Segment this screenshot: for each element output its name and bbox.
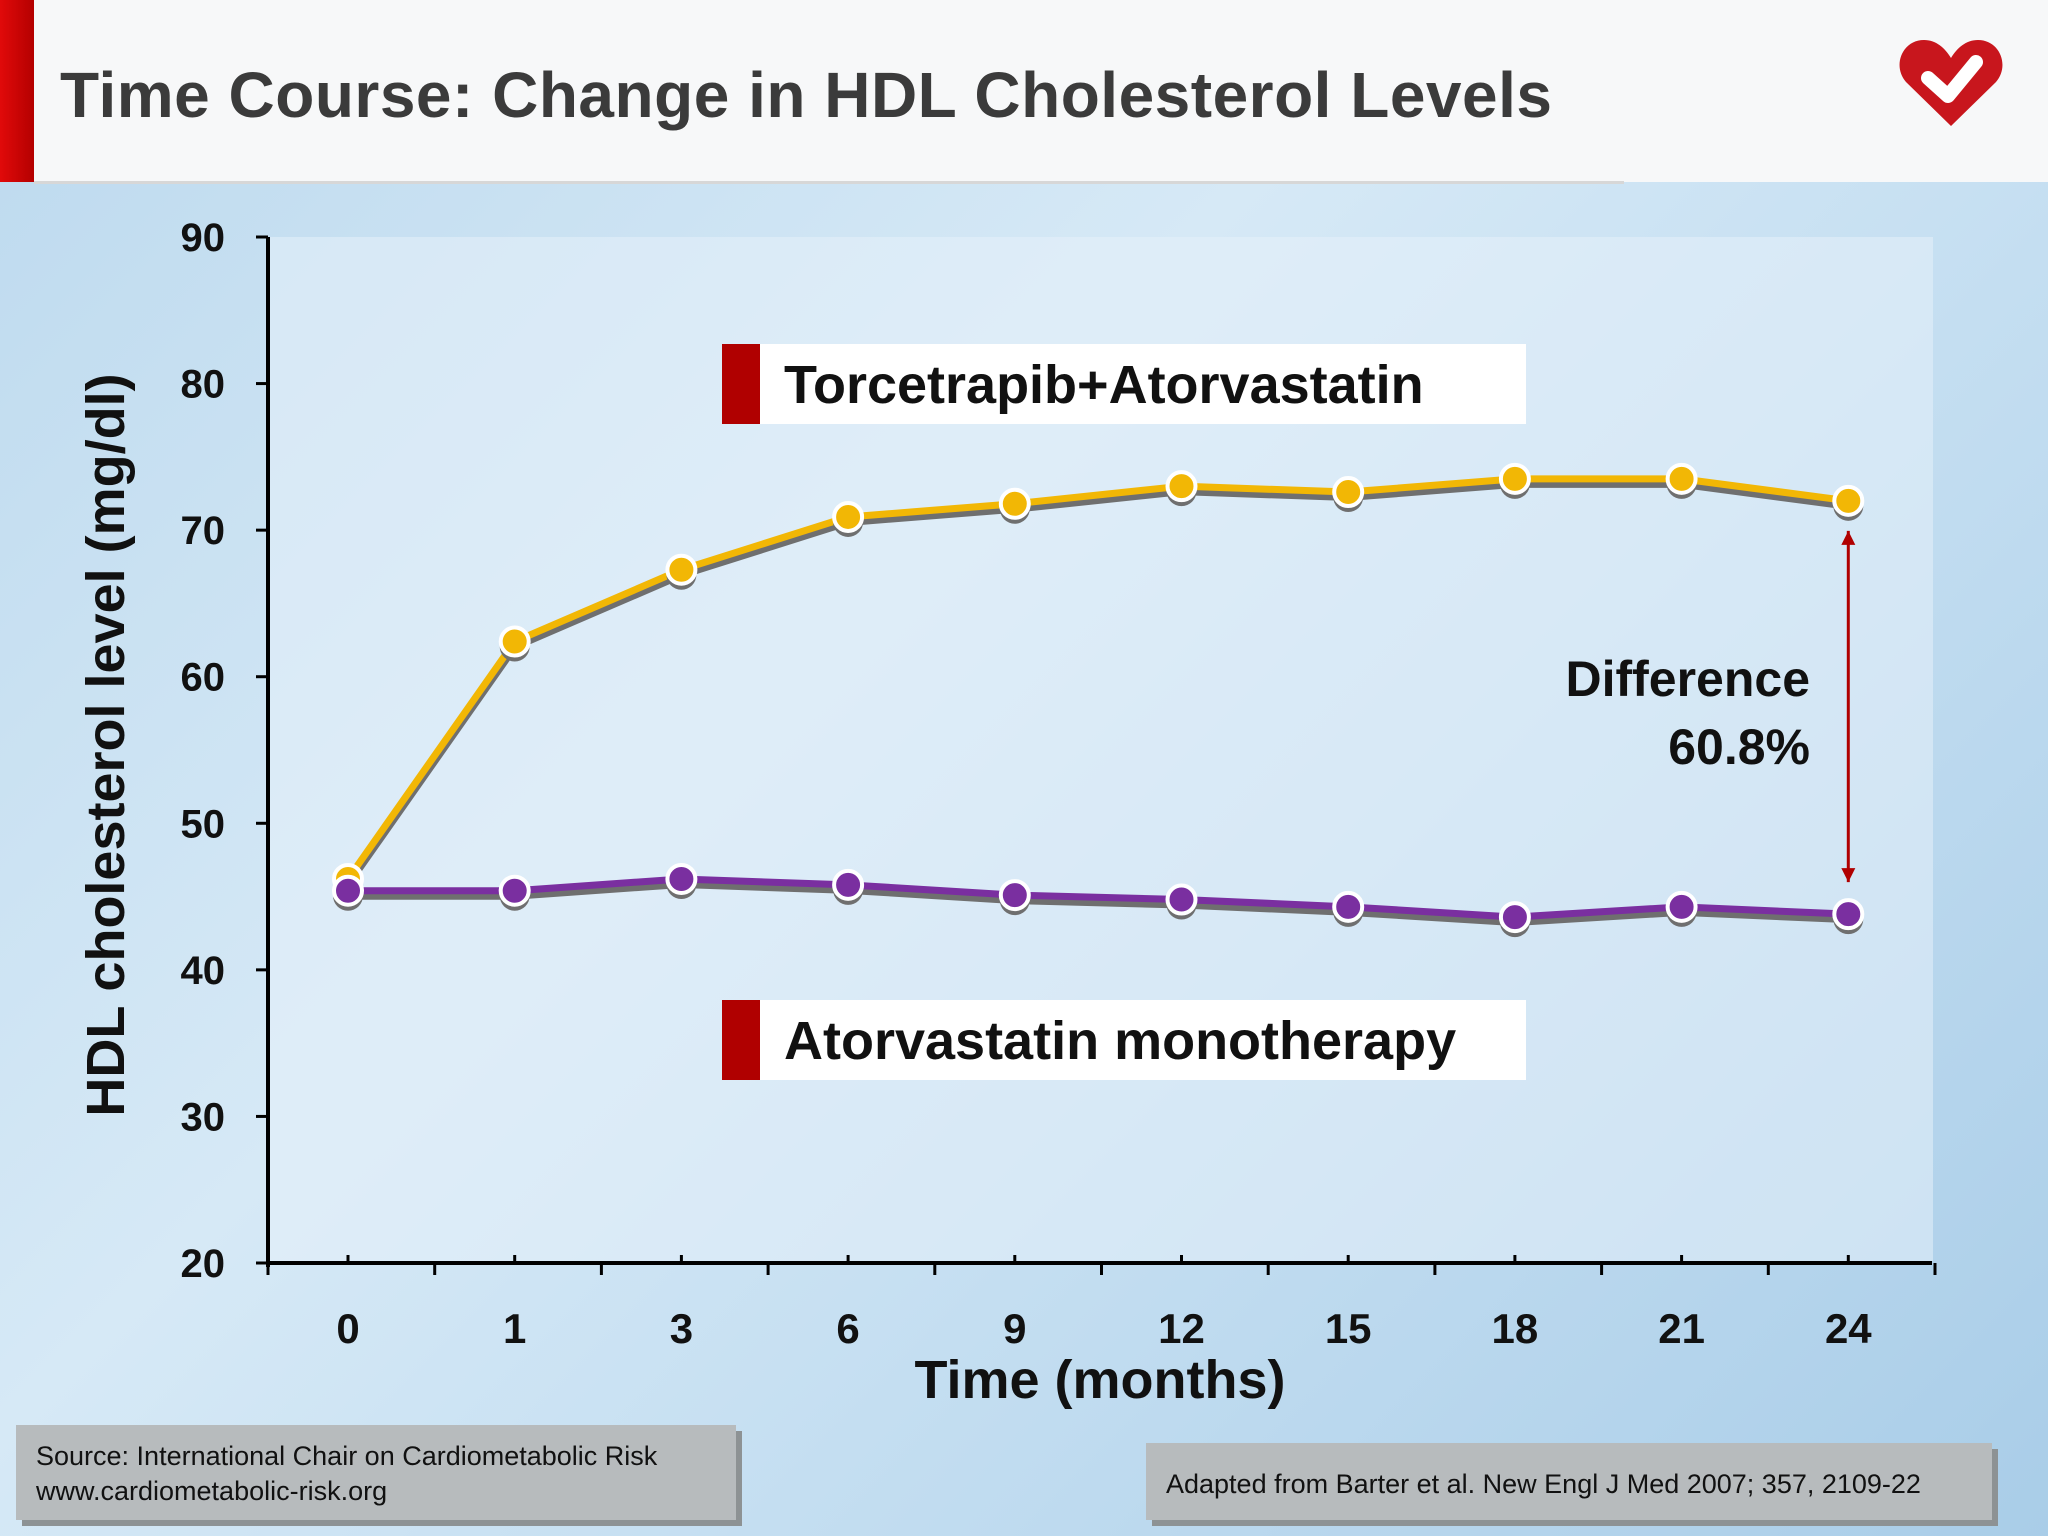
data-point	[832, 500, 865, 533]
chart-axes	[256, 235, 1937, 1275]
series-line	[348, 875, 1849, 921]
header-divider	[34, 181, 1624, 184]
data-point	[498, 874, 531, 907]
series-line	[345, 475, 1849, 881]
x-tick-label: 18	[1492, 1305, 1539, 1352]
data-point	[1498, 901, 1531, 934]
difference-arrow-head-down	[1841, 868, 1856, 883]
data-point	[998, 487, 1031, 520]
legend-torcetrapib: Torcetrapib+Atorvastatin	[722, 344, 1526, 424]
x-tick-label: 9	[1003, 1305, 1026, 1352]
source-line: Source: International Chair on Cardiomet…	[36, 1441, 658, 1471]
x-axis-label: Time (months)	[914, 1350, 1285, 1410]
source-url: www.cardiometabolic-risk.org	[36, 1476, 388, 1506]
difference-value: 60.8%	[1668, 719, 1810, 775]
legend-swatch-red	[722, 1000, 760, 1080]
data-point	[1665, 890, 1698, 923]
y-tick-label: 30	[181, 1095, 226, 1139]
citation-text: Adapted from Barter et al. New Engl J Me…	[1166, 1469, 1921, 1499]
data-point	[998, 879, 1031, 912]
page-title: Time Course: Change in HDL Cholesterol L…	[60, 59, 1553, 131]
data-point	[498, 625, 531, 658]
header-accent-bar	[0, 0, 34, 182]
data-point	[665, 862, 698, 895]
y-tick-label: 70	[181, 509, 226, 553]
chart-series	[332, 462, 1865, 938]
chart-labels: 20 30 40 50 60 70 80 90 0 1 3 6 9 12 15 18 21 24 Time (mon…	[76, 216, 1872, 1410]
x-tick-label: 21	[1658, 1305, 1705, 1352]
data-point	[332, 874, 364, 907]
data-point	[1165, 883, 1198, 916]
source-text: Source: International Chair on Cardiomet…	[36, 1439, 657, 1509]
y-tick-label: 40	[181, 949, 226, 993]
x-tick-label: 3	[670, 1305, 693, 1352]
legend-label-atorvastatin: Atorvastatin monotherapy	[784, 1011, 1457, 1071]
y-tick-label: 60	[181, 656, 226, 700]
source-box: Source: International Chair on Cardiomet…	[16, 1425, 736, 1520]
series-shadow	[348, 879, 1849, 927]
slide-header: Time Course: Change in HDL Cholesterol L…	[0, 0, 2048, 182]
x-tick-label: 15	[1325, 1305, 1372, 1352]
x-tick-label: 12	[1158, 1305, 1205, 1352]
y-tick-label: 20	[181, 1242, 226, 1286]
data-point	[665, 553, 698, 586]
x-tick-label: 24	[1825, 1305, 1872, 1352]
data-point	[1832, 484, 1865, 517]
data-point	[1832, 898, 1865, 931]
data-point	[1332, 476, 1365, 509]
y-tick-label: 90	[181, 216, 226, 260]
series-shadow	[344, 479, 1849, 887]
data-point	[1498, 462, 1531, 495]
difference-annotation: Difference 60.8%	[1565, 645, 1810, 781]
legend-label-torcetrapib: Torcetrapib+Atorvastatin	[784, 355, 1424, 415]
y-axis-label: HDL cholesterol level (mg/dl)	[76, 373, 136, 1116]
data-point	[1332, 890, 1365, 923]
difference-arrow-head-up	[1841, 530, 1856, 545]
legend-swatch-red	[722, 344, 760, 424]
x-tick-label: 6	[836, 1305, 859, 1352]
x-tick-label: 1	[503, 1305, 526, 1352]
y-tick-label: 80	[181, 363, 226, 407]
data-point	[832, 868, 865, 901]
heart-check-logo-icon	[1899, 40, 2003, 126]
data-point	[1165, 470, 1198, 503]
y-tick-label: 50	[181, 802, 226, 846]
difference-label: Difference	[1565, 651, 1810, 707]
legend-atorvastatin: Atorvastatin monotherapy	[722, 1000, 1526, 1080]
data-point	[1665, 462, 1698, 495]
citation-box: Adapted from Barter et al. New Engl J Me…	[1146, 1443, 1992, 1520]
x-tick-label: 0	[336, 1305, 359, 1352]
